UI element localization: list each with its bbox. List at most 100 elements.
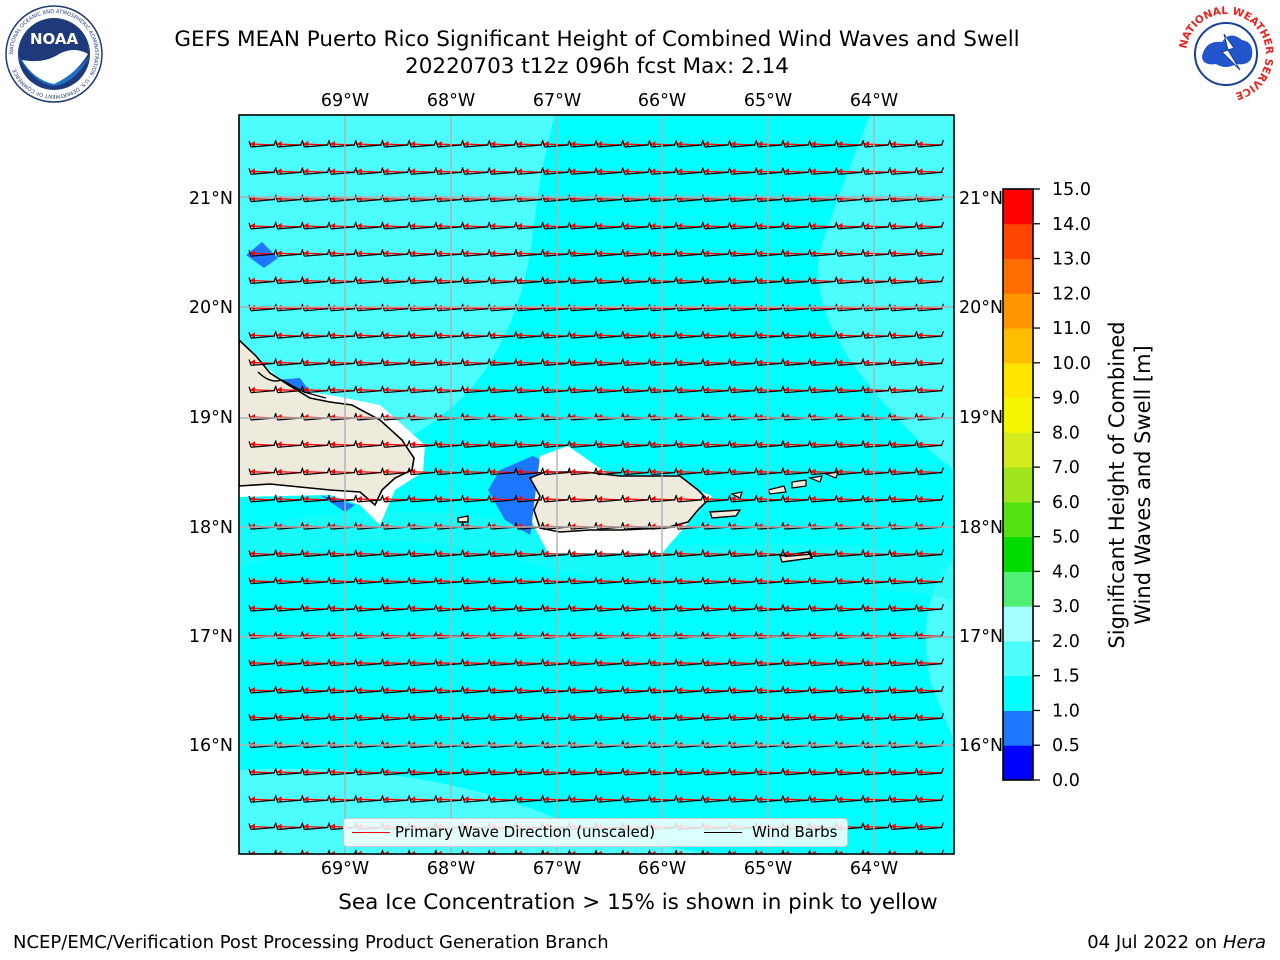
low-wave-patch-mona-lower [320, 495, 355, 512]
wind-barb [915, 576, 945, 585]
vector-glyph [355, 330, 384, 339]
wave-arrow-head [837, 222, 843, 229]
vector-glyph [381, 658, 411, 667]
wave-arrow-head [436, 468, 442, 475]
wave-arrow-head [837, 250, 843, 257]
wave-arrow-head [250, 550, 255, 557]
wave-arrow-head [703, 550, 709, 557]
colorbar-label-line2: Wind Waves and Swell [m] [1131, 345, 1155, 625]
vector-glyph [622, 385, 651, 394]
colorbar-tick-label: 12.0 [1052, 284, 1091, 304]
wave-arrow-head [890, 222, 896, 229]
wave-arrow-head [303, 605, 309, 612]
vector-glyph [915, 139, 945, 148]
wave-arrow-head [597, 277, 603, 284]
vector-glyph [729, 576, 758, 585]
vector-glyph [301, 713, 330, 721]
wave-arrow-head [356, 359, 362, 366]
wave-arrow-head [383, 277, 389, 284]
vector-glyph [729, 494, 758, 503]
wave-arrow-head [677, 796, 683, 803]
wave-arrow-head [463, 441, 469, 448]
wave-arrow-head [837, 141, 843, 147]
wave-arrow-head [463, 796, 469, 803]
wave-arrow-head [917, 714, 923, 721]
wave-arrow-head [784, 359, 789, 366]
wave-arrow-head [276, 796, 282, 803]
wave-arrow-head [490, 168, 496, 175]
vector-glyph [648, 385, 678, 394]
wave-arrow-head [650, 222, 656, 229]
wave-arrow-head [250, 687, 255, 693]
colorbar-tick-label: 6.0 [1052, 493, 1080, 513]
legend-swatch-barb [704, 832, 742, 833]
lat-label-right: 20°N [959, 298, 1003, 318]
wave-arrow-head [623, 222, 629, 229]
wave-arrow-head [410, 359, 416, 366]
wave-arrow-head [517, 222, 522, 229]
wave-arrow-head [677, 577, 683, 584]
wave-arrow-head [383, 714, 389, 721]
wave-arrow-head [436, 222, 442, 229]
wave-arrow-head [250, 168, 255, 175]
wave-arrow-head [517, 468, 522, 475]
colorbar-tick-label: 14.0 [1052, 215, 1091, 235]
colorbar-tick-label: 2.0 [1052, 632, 1080, 652]
wave-arrow-head [757, 250, 763, 257]
vector-glyph [301, 603, 330, 612]
wave-arrow-head [410, 577, 416, 584]
wave-arrow-head [570, 222, 576, 229]
vector-glyph [301, 767, 330, 776]
wave-arrow-head [677, 441, 683, 448]
wave-arrow-head [250, 222, 255, 229]
wave-arrow-head [490, 332, 496, 339]
vector-glyph [702, 330, 731, 339]
wave-arrow-head [276, 277, 282, 284]
wave-arrow-head [570, 796, 576, 803]
colorbar-segment [1003, 362, 1033, 399]
wave-arrow-head [276, 141, 282, 147]
vector-glyph [915, 221, 945, 230]
wave-arrow-head [703, 222, 709, 229]
chart-subtitle: 20220703 t12z 096h fcst Max: 2.14 [405, 54, 789, 79]
sea-ice-caption: Sea Ice Concentration > 15% is shown in … [338, 890, 938, 915]
wave-arrow-head [517, 250, 522, 257]
wave-arrow-head [517, 550, 522, 557]
colorbar-tick-label: 11.0 [1052, 319, 1091, 339]
wave-arrow-head [677, 168, 683, 175]
wave-arrow-head [703, 468, 709, 475]
wave-arrow-head [383, 386, 389, 393]
vector-glyph [381, 221, 411, 230]
wind-barb [915, 248, 945, 257]
wave-arrow-head [383, 250, 389, 257]
wave-arrow-head [356, 332, 362, 339]
wave-arrow-head [917, 222, 923, 229]
wave-arrow-head [597, 659, 603, 666]
wind-barb [915, 658, 945, 667]
vector-glyph [408, 794, 437, 803]
wave-arrow-head [276, 495, 282, 502]
footer-date-text: 04 Jul 2022 on [1087, 932, 1223, 953]
wave-arrow-head [570, 277, 576, 284]
wave-arrow-head [864, 823, 870, 830]
wave-arrow-head [597, 714, 603, 721]
wave-arrow-head [330, 468, 336, 475]
wave-arrow-head [330, 577, 336, 584]
wave-arrow-head [810, 687, 816, 693]
vector-glyph [675, 576, 704, 585]
vector-glyph [915, 358, 945, 366]
wave-arrow-head [757, 386, 763, 393]
lat-label-left: 17°N [189, 627, 233, 647]
wave-arrow-head [784, 332, 789, 339]
wave-arrow-head [570, 768, 576, 775]
vector-glyph [328, 603, 357, 612]
vector-glyph [595, 248, 624, 257]
wind-barb [915, 467, 945, 476]
vector-glyph [648, 603, 678, 612]
wind-barb [915, 685, 945, 694]
wave-arrow-head [356, 768, 362, 775]
wave-arrow-head [570, 141, 576, 147]
vector-glyph [889, 494, 918, 503]
lon-label-top: 66°W [638, 91, 686, 111]
wave-arrow-head [837, 687, 843, 693]
